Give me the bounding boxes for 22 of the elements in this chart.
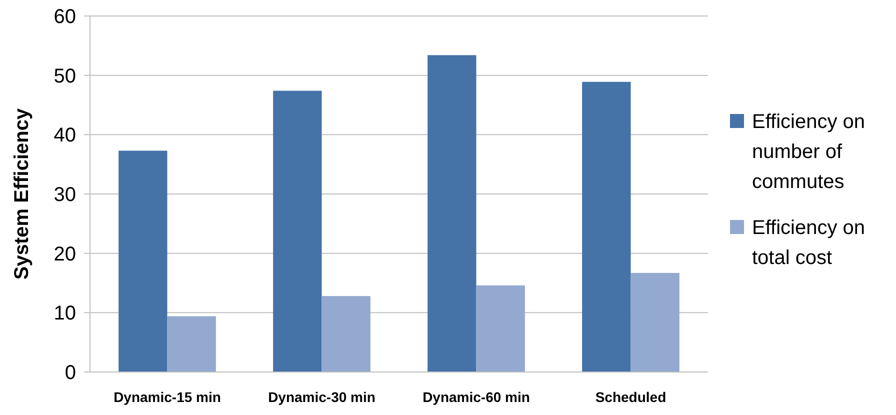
- bar: [167, 316, 216, 372]
- x-tick-label: Dynamic-15 min: [114, 389, 221, 405]
- bar: [322, 296, 370, 372]
- bar: [630, 272, 680, 372]
- bar: [476, 285, 525, 372]
- y-tick-label: 10: [54, 302, 76, 325]
- y-tick-label: 40: [54, 124, 76, 147]
- legend-label: Efficiency on total cost: [752, 217, 866, 269]
- x-tick-label: Dynamic-30 min: [268, 389, 376, 405]
- x-tick-label: Scheduled: [595, 389, 666, 405]
- bar: [273, 90, 322, 372]
- y-tick-label: 60: [54, 6, 76, 28]
- y-tick-label: 30: [54, 184, 76, 206]
- bar: [428, 55, 476, 372]
- legend-label: Efficiency on number of commutes: [752, 111, 866, 193]
- y-tick-label: 0: [64, 362, 76, 384]
- x-tick-label: Dynamic-60 min: [422, 389, 530, 405]
- y-axis-title: System Efficiency: [11, 108, 33, 280]
- bar: [118, 150, 168, 372]
- bar: [582, 82, 631, 372]
- y-tick-label: 20: [54, 243, 76, 266]
- y-tick-label: 50: [54, 65, 76, 88]
